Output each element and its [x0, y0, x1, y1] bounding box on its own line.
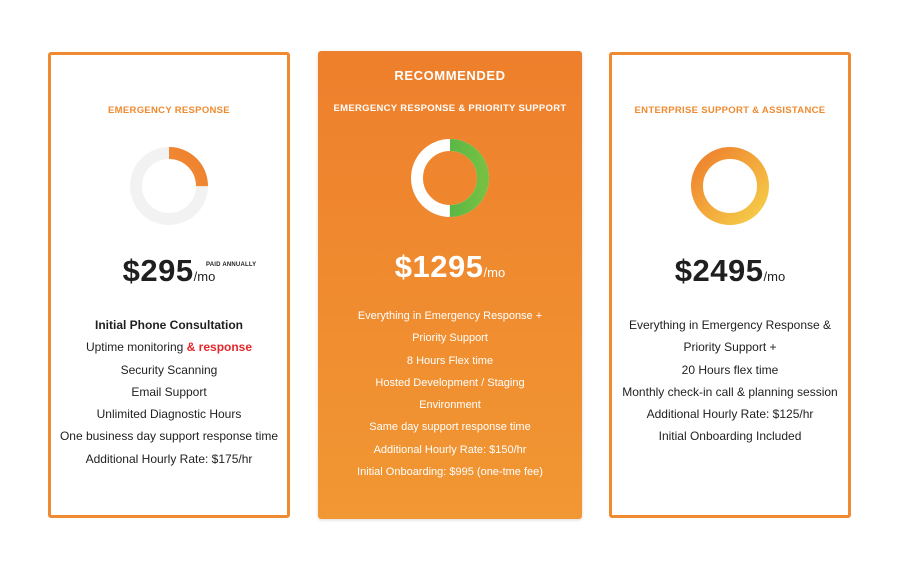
pricing-card-priority-support[interactable]: RECOMMENDED EMERGENCY RESPONSE & PRIORIT…: [318, 51, 582, 519]
feature-item: Monthly check-in call & planning session: [622, 384, 838, 399]
feature-item: Same day support response time: [369, 421, 531, 434]
feature-item: Initial Onboarding: $995 (one-tme fee): [357, 466, 543, 479]
feature-item: Initial Onboarding Included: [658, 429, 802, 444]
feature-item: Additional Hourly Rate: $175/hr: [85, 451, 253, 466]
feature-item: 8 Hours Flex time: [406, 354, 494, 367]
ring-fill: [691, 147, 769, 225]
feature-list: Initial Phone Consultation Uptime monito…: [51, 314, 287, 470]
price: $1295/mo: [318, 249, 582, 285]
feature-item: One business day support response time: [59, 429, 279, 444]
feature-item: Priority Support +: [683, 340, 777, 355]
feature-item: Email Support: [131, 384, 207, 399]
price-unit: /mo: [483, 265, 506, 280]
progress-ring-icon: [411, 139, 489, 217]
plan-name: EMERGENCY RESPONSE: [108, 105, 230, 116]
feature-highlight: & response: [186, 340, 253, 355]
progress-ring-icon: [691, 147, 769, 225]
feature-item: Additional Hourly Rate: $150/hr: [373, 443, 527, 456]
feature-item: Priority Support: [412, 332, 488, 345]
feature-item: Environment: [419, 399, 481, 412]
feature-item: 20 Hours flex time: [681, 362, 779, 377]
plan-name: ENTERPRISE SUPPORT & ASSISTANCE: [634, 105, 826, 116]
feature-item: Additional Hourly Rate: $125/hr: [646, 407, 814, 422]
feature-item: Uptime monitoring & response: [51, 336, 287, 358]
price-amount: $2495: [674, 253, 764, 288]
feature-item: Hosted Development / Staging: [375, 376, 525, 389]
price: $295/mo PAID ANNUALLY: [51, 253, 287, 289]
pricing-card-emergency-response[interactable]: EMERGENCY RESPONSE $295/mo PAID ANNUALLY…: [48, 52, 290, 518]
feature-item: Everything in Emergency Response +: [357, 310, 543, 322]
billing-note: PAID ANNUALLY: [206, 262, 257, 268]
price-unit: /mo: [193, 269, 216, 284]
ring-fill: [411, 139, 489, 217]
feature-item: Security Scanning: [120, 362, 218, 377]
feature-list: Everything in Emergency Response & Prior…: [612, 314, 848, 448]
pricing-card-enterprise-support[interactable]: ENTERPRISE SUPPORT & ASSISTANCE $2495/mo…: [609, 52, 851, 518]
plan-name: EMERGENCY RESPONSE & PRIORITY SUPPORT: [333, 103, 567, 114]
ring-fill: [130, 147, 208, 225]
feature-item: Initial Phone Consultation: [95, 318, 243, 332]
progress-ring-icon: [130, 147, 208, 225]
feature-list: Everything in Emergency Response + Prior…: [318, 305, 582, 483]
price: $2495/mo: [612, 253, 848, 289]
price-amount: $1295: [394, 249, 484, 284]
price-unit: /mo: [763, 269, 786, 284]
price-amount: $295: [122, 253, 194, 288]
feature-item: Unlimited Diagnostic Hours: [96, 407, 242, 422]
recommended-badge: RECOMMENDED: [394, 68, 506, 83]
feature-item: Everything in Emergency Response &: [628, 318, 832, 332]
feature-text: Uptime monitoring: [85, 340, 184, 355]
